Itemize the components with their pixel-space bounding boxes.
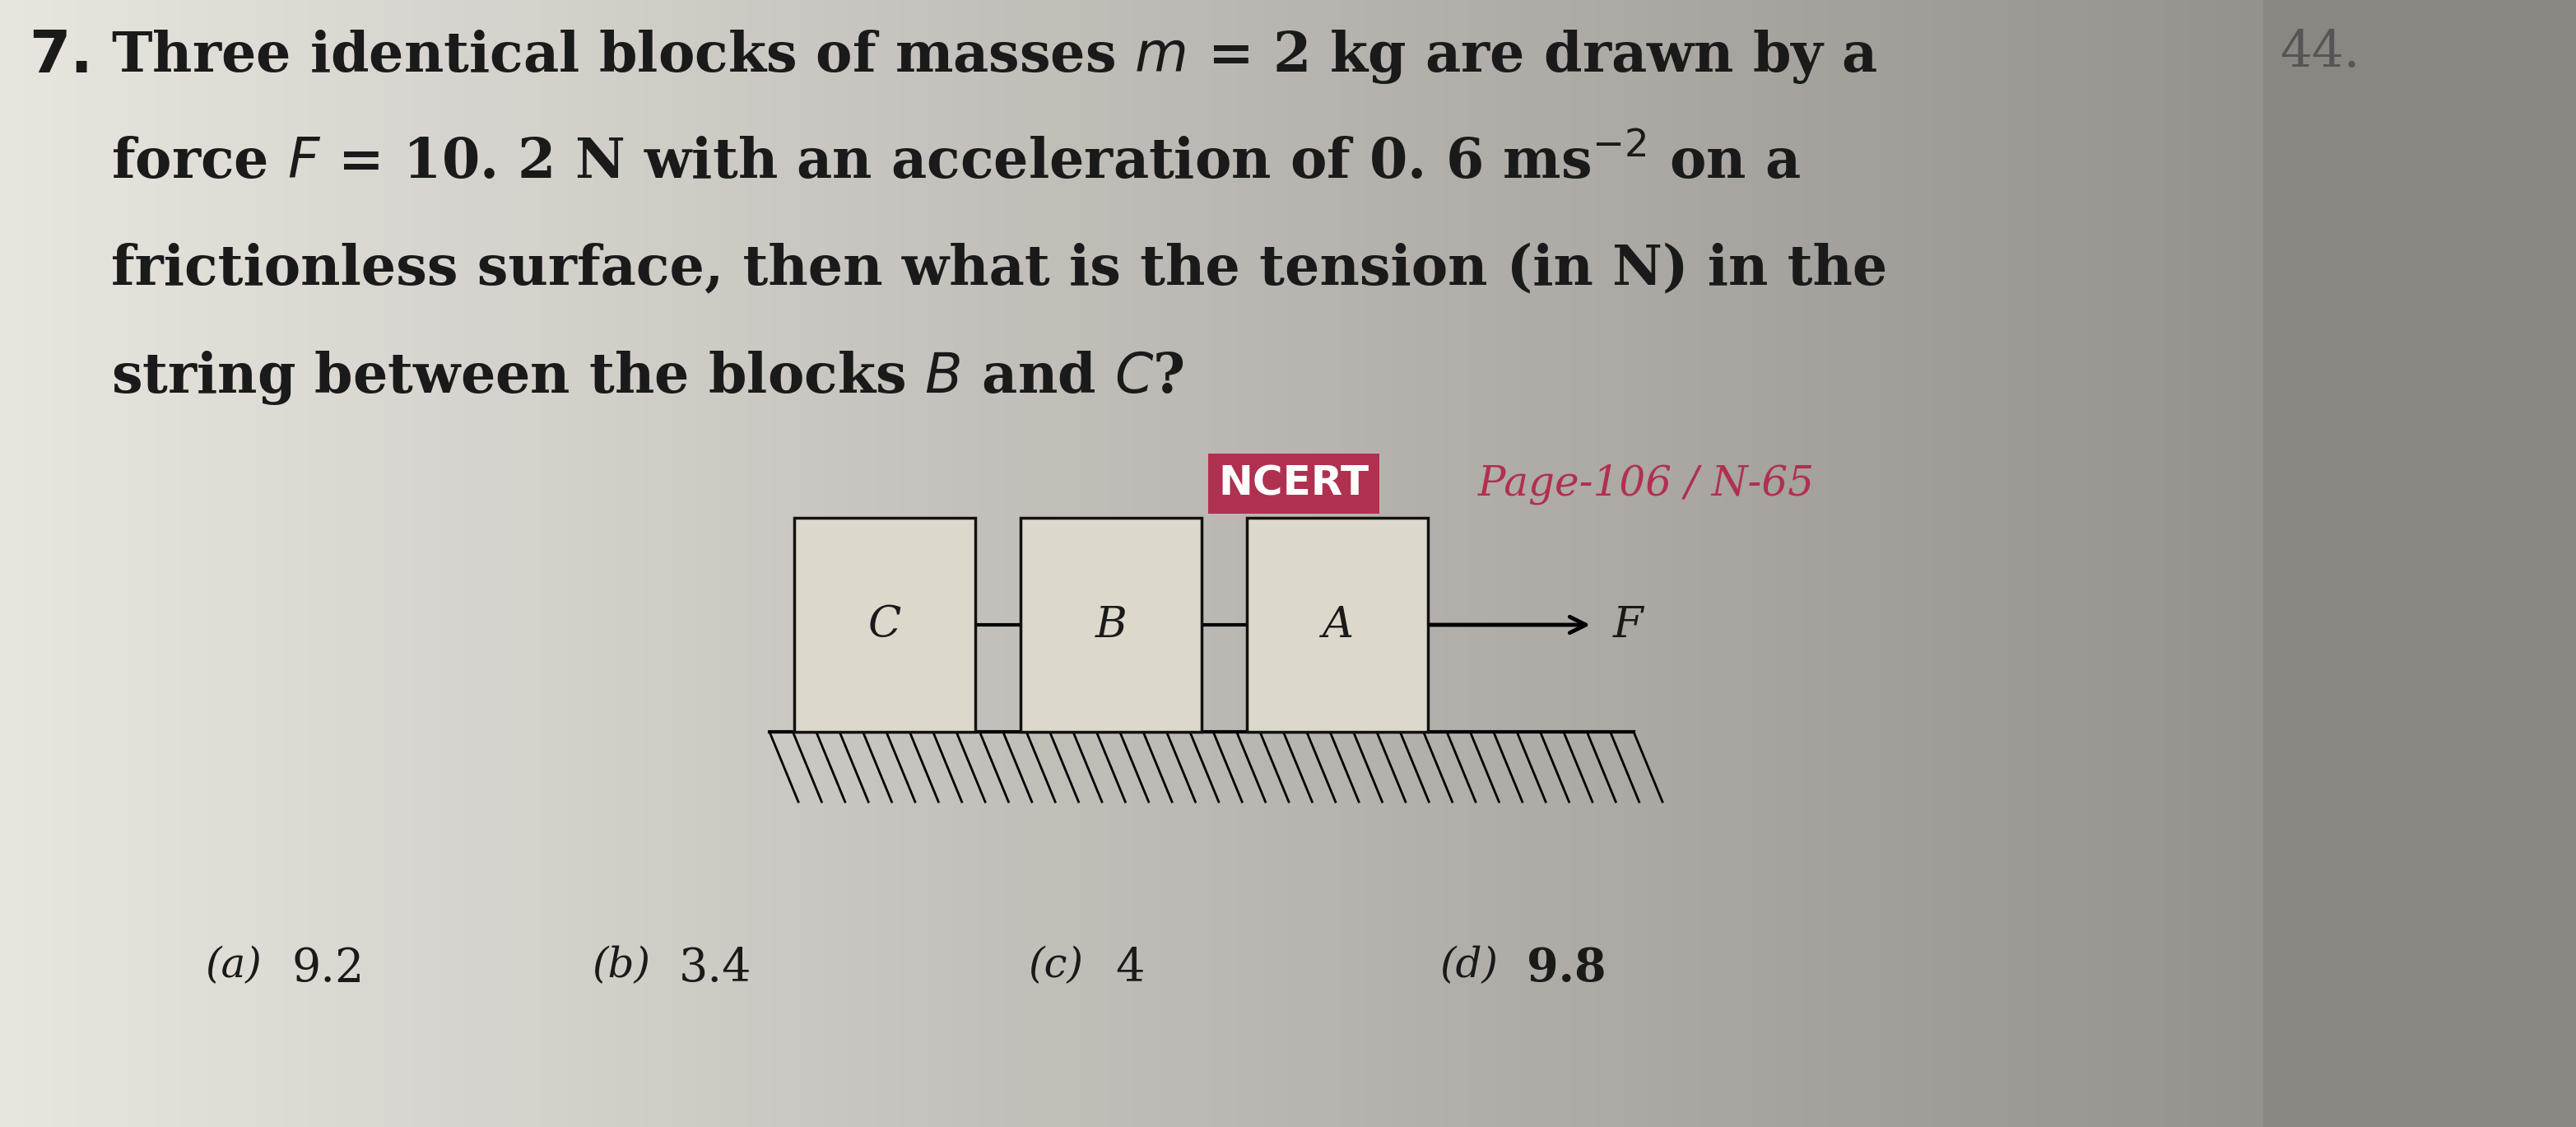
Text: C: C — [868, 604, 902, 646]
Text: force $F$ = 10. 2 N with an acceleration of 0. 6 ms$^{-2}$ on a: force $F$ = 10. 2 N with an acceleration… — [111, 135, 1801, 189]
Text: string between the blocks $B$ and $C$?: string between the blocks $B$ and $C$? — [111, 349, 1185, 407]
Text: (a): (a) — [206, 946, 263, 986]
Text: (b): (b) — [592, 946, 652, 986]
Bar — [1247, 517, 1427, 731]
Text: 3.4: 3.4 — [680, 946, 752, 991]
Text: B: B — [1095, 604, 1126, 646]
Text: 9.2: 9.2 — [291, 946, 366, 991]
Bar — [793, 517, 976, 731]
Text: 9.8: 9.8 — [1528, 946, 1607, 991]
Text: 7.: 7. — [28, 28, 93, 85]
Text: frictionless surface, then what is the tension (in N) in the: frictionless surface, then what is the t… — [111, 242, 1888, 295]
Text: F: F — [1613, 604, 1643, 646]
Text: (d): (d) — [1440, 946, 1499, 986]
Text: 4: 4 — [1115, 946, 1144, 991]
Text: A: A — [1321, 604, 1352, 646]
Text: NCERT: NCERT — [1218, 464, 1368, 504]
Text: (c): (c) — [1028, 946, 1084, 986]
Bar — [2264, 0, 2576, 1127]
Text: Three identical blocks of masses $m$ = 2 kg are drawn by a: Three identical blocks of masses $m$ = 2… — [111, 28, 1878, 86]
Bar — [1020, 517, 1200, 731]
Text: 44.: 44. — [2280, 28, 2360, 78]
Text: Page-106 / N-65: Page-106 / N-65 — [1466, 464, 1814, 505]
